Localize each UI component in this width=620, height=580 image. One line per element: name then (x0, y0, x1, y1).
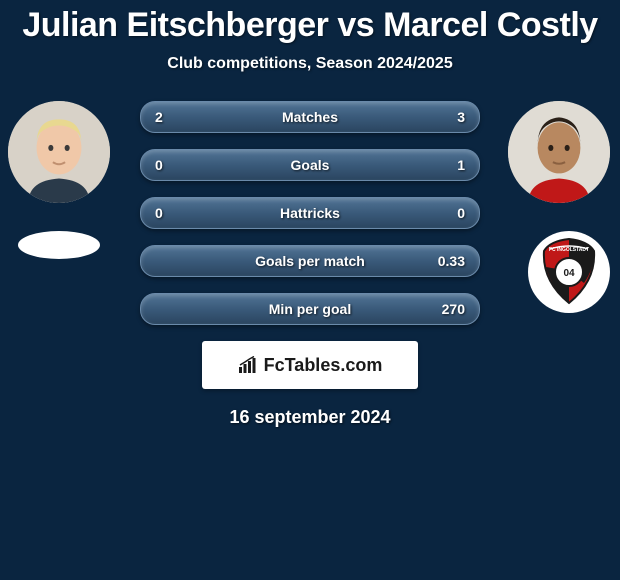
svg-text:04: 04 (563, 268, 575, 279)
avatar-right-image (508, 101, 610, 203)
brand-box[interactable]: FcTables.com (202, 341, 418, 389)
stat-row-matches: 2 Matches 3 (140, 101, 480, 133)
avatar-left (8, 101, 110, 203)
stat-right-value: 1 (457, 157, 465, 173)
stat-row-goals: 0 Goals 1 (140, 149, 480, 181)
brand-text: FcTables.com (264, 355, 383, 376)
player-left (8, 101, 110, 203)
page-title: Julian Eitschberger vs Marcel Costly (0, 0, 620, 45)
club-left-badge (18, 231, 100, 259)
club-right-badge: 04 FC INGOLSTADT (528, 231, 610, 313)
stats-area: 04 FC INGOLSTADT 2 Matches 3 0 Goals 1 0… (0, 101, 620, 428)
brand-label: FcTables.com (238, 355, 383, 376)
stat-label: Matches (141, 109, 479, 125)
chart-icon (238, 356, 260, 374)
comparison-card: Julian Eitschberger vs Marcel Costly Clu… (0, 0, 620, 580)
stat-right-value: 0.33 (438, 253, 465, 269)
avatar-left-image (8, 101, 110, 203)
stat-label: Min per goal (141, 301, 479, 317)
player-right (508, 101, 610, 203)
svg-text:FC INGOLSTADT: FC INGOLSTADT (549, 247, 589, 253)
avatar-right (508, 101, 610, 203)
stat-rows: 2 Matches 3 0 Goals 1 0 Hattricks 0 Goal… (140, 101, 480, 325)
stat-row-goals-per-match: Goals per match 0.33 (140, 245, 480, 277)
ingolstadt-crest-icon: 04 FC INGOLSTADT (528, 231, 610, 313)
club-left (18, 231, 100, 259)
stat-row-min-per-goal: Min per goal 270 (140, 293, 480, 325)
stat-row-hattricks: 0 Hattricks 0 (140, 197, 480, 229)
club-right: 04 FC INGOLSTADT (528, 231, 610, 313)
stat-right-value: 270 (442, 301, 465, 317)
stat-label: Hattricks (141, 205, 479, 221)
stat-right-value: 3 (457, 109, 465, 125)
subtitle: Club competitions, Season 2024/2025 (0, 55, 620, 73)
stat-label: Goals per match (141, 253, 479, 269)
stat-right-value: 0 (457, 205, 465, 221)
stat-label: Goals (141, 157, 479, 173)
date-text: 16 september 2024 (0, 407, 620, 428)
